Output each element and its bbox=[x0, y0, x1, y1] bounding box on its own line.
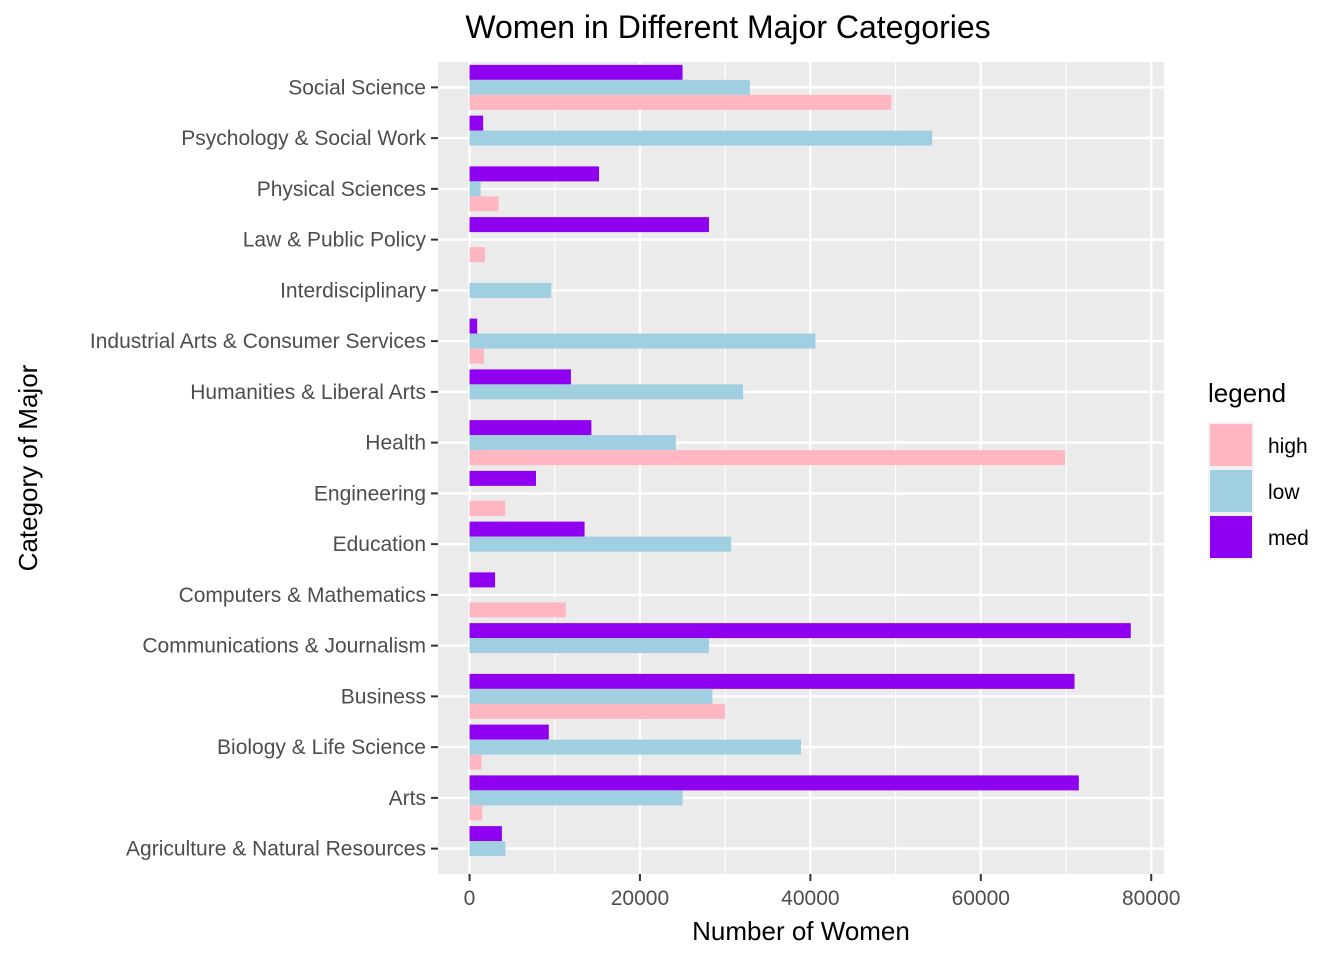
bar-med bbox=[469, 623, 1131, 639]
bar-med bbox=[469, 724, 549, 740]
x-tick-label: 60000 bbox=[952, 887, 1010, 910]
bar-low bbox=[469, 333, 816, 349]
bar-low bbox=[469, 181, 481, 197]
x-tick-label: 80000 bbox=[1122, 887, 1180, 910]
y-tick-label: Interdisciplinary bbox=[280, 279, 426, 302]
bar-low bbox=[469, 435, 676, 451]
legend-label-low: low bbox=[1268, 481, 1300, 504]
bar-low bbox=[469, 688, 713, 704]
y-tick-label: Social Science bbox=[288, 76, 426, 99]
y-tick-label: Education bbox=[333, 533, 426, 556]
bar-low bbox=[469, 739, 801, 755]
bar-med bbox=[469, 775, 1079, 791]
bar-med bbox=[469, 217, 709, 233]
bar-high bbox=[469, 348, 485, 364]
bar-low bbox=[469, 79, 750, 95]
bar-high bbox=[469, 754, 482, 770]
bar-med bbox=[469, 420, 592, 436]
y-tick-label: Humanities & Liberal Arts bbox=[190, 381, 426, 404]
bar-high bbox=[469, 450, 1066, 466]
bar-high bbox=[469, 703, 726, 719]
bar-low bbox=[469, 384, 744, 400]
legend-label-high: high bbox=[1268, 435, 1308, 458]
bar-high bbox=[469, 247, 485, 263]
bar-med bbox=[469, 64, 683, 80]
y-tick-label: Arts bbox=[389, 787, 426, 810]
x-tick-label: 0 bbox=[464, 887, 476, 910]
grid-minor bbox=[554, 62, 1067, 874]
x-axis: 0 20000 40000 60000 80000 bbox=[464, 874, 1180, 910]
y-tick-label: Psychology & Social Work bbox=[181, 127, 426, 150]
plot-panel bbox=[438, 62, 1164, 874]
bar-med bbox=[469, 369, 571, 385]
bar-low bbox=[469, 638, 709, 654]
y-tick-label: Physical Sciences bbox=[257, 178, 426, 201]
y-tick-label: Law & Public Policy bbox=[243, 229, 427, 252]
x-tick-label: 20000 bbox=[611, 887, 669, 910]
bar-med bbox=[469, 673, 1075, 689]
bar-med bbox=[469, 115, 484, 131]
y-axis-title: Category of Major bbox=[13, 364, 43, 571]
bar-high bbox=[469, 94, 892, 110]
y-tick-label: Computers & Mathematics bbox=[179, 584, 426, 607]
bar-low bbox=[469, 130, 933, 146]
bar-high bbox=[469, 602, 566, 618]
y-tick-label: Communications & Journalism bbox=[142, 635, 426, 658]
legend: legend high low med bbox=[1208, 378, 1309, 560]
bar-med bbox=[469, 826, 502, 842]
y-tick-label: Engineering bbox=[314, 482, 426, 505]
legend-title: legend bbox=[1208, 378, 1286, 408]
bar-med bbox=[469, 572, 496, 588]
bar-med bbox=[469, 521, 585, 537]
bar-med bbox=[469, 470, 536, 486]
bar-med bbox=[469, 318, 478, 334]
bar-low bbox=[469, 790, 683, 806]
legend-key-med bbox=[1210, 516, 1252, 558]
bar-low bbox=[469, 282, 552, 298]
y-tick-label: Business bbox=[341, 685, 426, 708]
bar-low bbox=[469, 536, 732, 552]
x-axis-title: Number of Women bbox=[692, 916, 910, 946]
y-tick-label: Agriculture & Natural Resources bbox=[126, 838, 426, 861]
bars bbox=[469, 64, 1131, 857]
legend-label-med: med bbox=[1268, 527, 1309, 550]
bar-low bbox=[469, 841, 506, 857]
legend-key-high bbox=[1210, 424, 1252, 466]
bar-high bbox=[469, 805, 483, 821]
y-tick-label: Health bbox=[365, 432, 426, 455]
bar-high bbox=[469, 500, 506, 516]
bar-high bbox=[469, 196, 499, 212]
chart-title: Women in Different Major Categories bbox=[465, 9, 990, 45]
bar-med bbox=[469, 166, 600, 182]
x-tick-label: 40000 bbox=[781, 887, 839, 910]
y-tick-label: Industrial Arts & Consumer Services bbox=[90, 330, 426, 353]
y-axis: Social Science Psychology & Social Work Ph… bbox=[90, 76, 438, 861]
y-tick-label: Biology & Life Science bbox=[217, 736, 426, 759]
legend-key-low bbox=[1210, 470, 1252, 512]
